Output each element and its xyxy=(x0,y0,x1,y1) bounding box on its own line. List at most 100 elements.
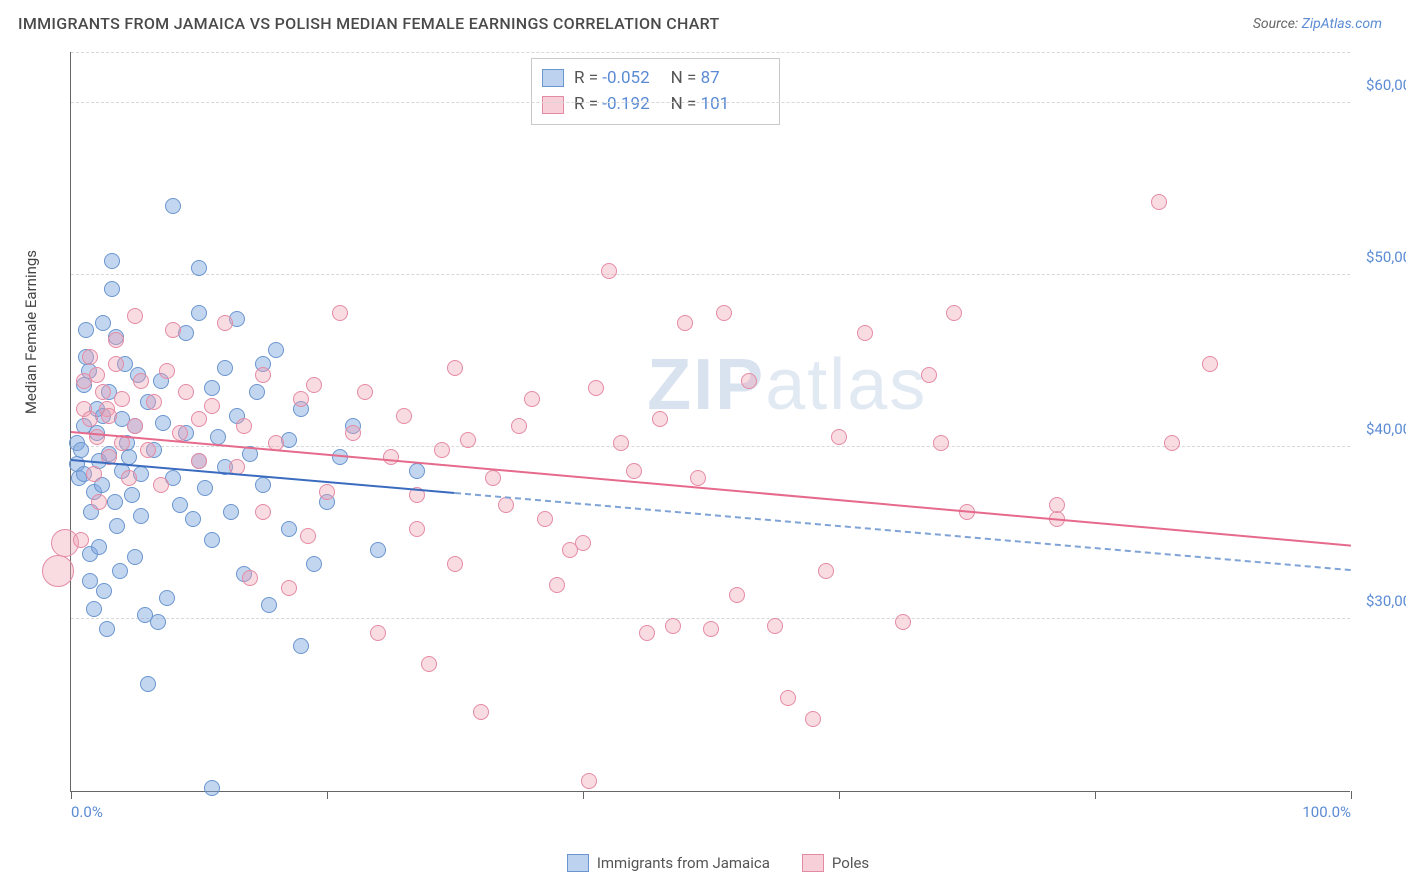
data-point xyxy=(191,453,207,469)
data-point xyxy=(293,638,309,654)
data-point xyxy=(716,305,732,321)
y-tick-label: $60,000 xyxy=(1354,76,1406,94)
swatch-icon xyxy=(542,96,564,114)
data-point xyxy=(91,539,107,555)
data-point xyxy=(107,494,123,510)
data-point xyxy=(780,690,796,706)
data-point xyxy=(236,418,252,434)
data-point xyxy=(210,429,226,445)
data-point xyxy=(82,573,98,589)
data-point xyxy=(306,556,322,572)
data-point xyxy=(946,305,962,321)
data-point xyxy=(818,563,834,579)
plot-area: ZIPatlas R = -0.052 N = 87 R = -0.192 N … xyxy=(70,52,1350,792)
data-point xyxy=(652,411,668,427)
data-point xyxy=(150,614,166,630)
data-point xyxy=(293,391,309,407)
legend-label: Poles xyxy=(832,854,869,872)
data-point xyxy=(447,360,463,376)
data-point xyxy=(921,367,937,383)
data-point xyxy=(223,504,239,520)
data-point xyxy=(396,408,412,424)
data-point xyxy=(511,418,527,434)
data-point xyxy=(42,555,74,587)
gridline xyxy=(71,274,1350,275)
data-point xyxy=(82,411,98,427)
data-point xyxy=(485,470,501,486)
x-tick xyxy=(583,791,584,799)
data-point xyxy=(204,780,220,796)
data-point xyxy=(255,477,271,493)
data-point xyxy=(281,521,297,537)
chart-header: IMMIGRANTS FROM JAMAICA VS POLISH MEDIAN… xyxy=(0,0,1406,43)
data-point xyxy=(831,429,847,445)
data-point xyxy=(155,415,171,431)
data-point xyxy=(588,380,604,396)
gridline xyxy=(71,52,1350,53)
data-point xyxy=(78,322,94,338)
data-point xyxy=(1151,194,1167,210)
data-point xyxy=(729,587,745,603)
y-tick-label: $40,000 xyxy=(1354,420,1406,438)
x-tick xyxy=(1351,791,1352,799)
data-point xyxy=(767,618,783,634)
data-point xyxy=(805,711,821,727)
legend-item: Poles xyxy=(802,854,869,872)
data-point xyxy=(434,442,450,458)
data-point xyxy=(300,528,316,544)
swatch-icon xyxy=(802,854,824,872)
data-point xyxy=(370,625,386,641)
corr-text: R = -0.052 N = 87 xyxy=(574,65,761,91)
data-point xyxy=(460,432,476,448)
data-point xyxy=(473,704,489,720)
data-point xyxy=(639,625,655,641)
data-point xyxy=(677,315,693,331)
data-point xyxy=(319,484,335,500)
data-point xyxy=(255,504,271,520)
data-point xyxy=(204,398,220,414)
data-point xyxy=(204,380,220,396)
data-point xyxy=(101,408,117,424)
data-point xyxy=(575,535,591,551)
legend-label: Immigrants from Jamaica xyxy=(597,854,770,872)
data-point xyxy=(89,429,105,445)
data-point xyxy=(421,656,437,672)
gridline xyxy=(71,446,1350,447)
data-point xyxy=(140,442,156,458)
y-tick-label: $50,000 xyxy=(1354,248,1406,266)
data-point xyxy=(268,342,284,358)
data-point xyxy=(549,577,565,593)
data-point xyxy=(112,563,128,579)
data-point xyxy=(345,425,361,441)
data-point xyxy=(178,384,194,400)
gridline xyxy=(71,102,1350,103)
corr-row-poles: R = -0.192 N = 101 xyxy=(542,91,761,117)
y-tick-label: $30,000 xyxy=(1354,592,1406,610)
source-link[interactable]: ZipAtlas.com xyxy=(1302,16,1382,32)
data-point xyxy=(108,332,124,348)
data-point xyxy=(82,349,98,365)
data-point xyxy=(524,391,540,407)
correlation-legend: R = -0.052 N = 87 R = -0.192 N = 101 xyxy=(531,58,780,125)
data-point xyxy=(537,511,553,527)
data-point xyxy=(498,497,514,513)
data-point xyxy=(172,425,188,441)
chart-title: IMMIGRANTS FROM JAMAICA VS POLISH MEDIAN… xyxy=(18,14,720,33)
data-point xyxy=(601,263,617,279)
source-prefix: Source: xyxy=(1253,16,1302,32)
data-point xyxy=(153,477,169,493)
series-legend: Immigrants from Jamaica Poles xyxy=(50,854,1386,876)
x-tick xyxy=(71,791,72,799)
data-point xyxy=(95,384,111,400)
data-point xyxy=(242,570,258,586)
x-tick-label: 100.0% xyxy=(1302,803,1351,821)
data-point xyxy=(249,384,265,400)
swatch-icon xyxy=(542,69,564,87)
data-point xyxy=(204,532,220,548)
data-point xyxy=(146,394,162,410)
data-point xyxy=(91,494,107,510)
data-point xyxy=(370,542,386,558)
data-point xyxy=(261,597,277,613)
data-point xyxy=(73,442,89,458)
data-point xyxy=(127,418,143,434)
